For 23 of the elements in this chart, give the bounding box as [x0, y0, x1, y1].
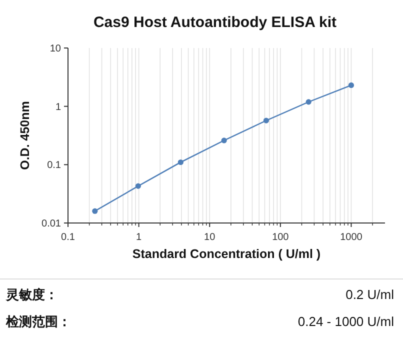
x-tick-label: 100: [272, 232, 290, 243]
point: [178, 159, 184, 166]
point: [306, 99, 312, 105]
point: [92, 208, 98, 214]
text: 0.2 U/ml: [346, 287, 394, 302]
y-tick-label: 10: [50, 44, 62, 54]
text: 0.24 - 1000 U/ml: [298, 314, 394, 329]
text: 灵敏度：: [5, 287, 58, 302]
x-tick-label: 0.1: [61, 232, 76, 243]
x-tick-label: 1000: [340, 232, 363, 243]
point: [263, 118, 270, 124]
y-tick-label: 0.01: [42, 218, 62, 230]
y-tick-label: 1: [55, 102, 62, 113]
chart-title: Cas9 Host Autoantibody ELISA kit: [93, 14, 337, 31]
point: [221, 138, 227, 144]
point: [348, 82, 354, 88]
y-tick-label: 0.1: [47, 160, 62, 172]
x-tick-label: 10: [204, 232, 216, 243]
x-axis-title: Standard Concentration ( U/ml ): [132, 247, 321, 261]
y-axis-title: O.D. 450nm: [18, 101, 32, 170]
point: [135, 183, 141, 189]
x-tick-label: 1: [136, 232, 142, 243]
text: 检测范围：: [5, 314, 71, 329]
